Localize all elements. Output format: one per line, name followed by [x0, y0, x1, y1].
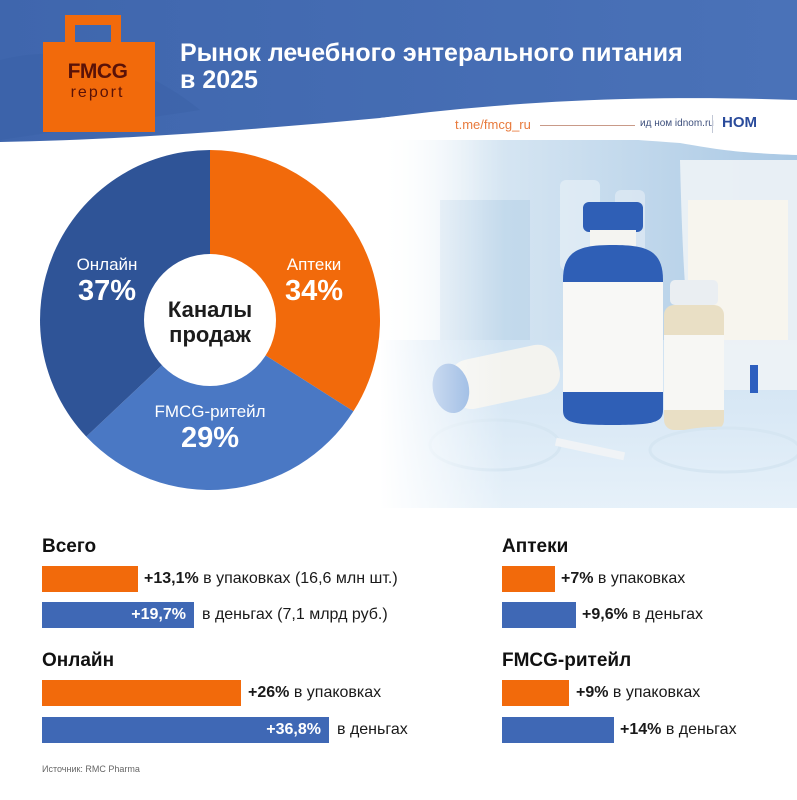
- bar-total-packs: [42, 566, 138, 592]
- telegram-link[interactable]: t.me/fmcg_ru: [455, 117, 531, 132]
- label-retail-money: +14% в деньгах: [620, 721, 737, 738]
- donut-segment-retail: [86, 320, 354, 490]
- sales-channels-donut-chart: Онлайн 37% Аптеки 34% FMCG-ритейл 29% Ка…: [37, 147, 383, 493]
- donut-label-retail: FMCG-ритейл 29%: [154, 402, 266, 454]
- title-line-1: Рынок лечебного энтерального питания: [180, 39, 683, 67]
- label-online-money: в деньгах: [337, 721, 408, 738]
- label-pharmacy-money: +9,6% в деньгах: [582, 606, 703, 623]
- bar-total-money: [42, 602, 194, 628]
- bar-pharmacy-money: [502, 602, 576, 628]
- donut-label-online: Онлайн 37%: [76, 255, 138, 307]
- product-photo: [380, 140, 797, 520]
- logo-fmcg-text: FMCG: [67, 60, 128, 83]
- bar-pharmacy-packs: [502, 566, 555, 592]
- section-title-retail: FMCG-ритейл: [502, 650, 632, 671]
- header-wave: [380, 100, 797, 155]
- value-online-money: +36,8%: [266, 721, 321, 738]
- source-note: Источник: RMC Pharma: [42, 764, 140, 774]
- section-title-pharmacy: Аптеки: [502, 536, 569, 557]
- label-pharmacy-packs: +7% в упаковках: [561, 570, 686, 587]
- section-title-total: Всего: [42, 536, 97, 557]
- value-total-money: +19,7%: [131, 606, 186, 623]
- donut-segment-online: [40, 150, 210, 437]
- label-total-packs: +13,1% в упаковках (16,6 млн шт.): [144, 570, 398, 587]
- label-retail-packs: +9% в упаковках: [576, 684, 701, 701]
- page-title: Рынок лечебного энтерального питания в 2…: [180, 40, 683, 94]
- link-divider-line: [540, 125, 635, 126]
- bar-online-money: [42, 717, 329, 743]
- section-title-online: Онлайн: [42, 650, 115, 671]
- title-line-2: в 2025: [180, 66, 258, 94]
- link-separator: [712, 115, 713, 133]
- logo-report-text: report: [70, 84, 125, 101]
- publisher-link[interactable]: ид ном idnom.ru: [640, 118, 714, 129]
- fmcg-report-logo: FMCG report: [40, 12, 155, 132]
- label-total-money: в деньгах (7,1 млрд руб.): [202, 606, 388, 623]
- publisher-brand-logo: НОМ: [722, 114, 757, 131]
- bar-retail-money: [502, 717, 614, 743]
- donut-label-pharmacy: Аптеки 34%: [284, 255, 344, 307]
- label-online-packs: +26% в упаковках: [248, 684, 382, 701]
- bar-online-packs: [42, 680, 241, 706]
- donut-center-label: Каналы продаж: [167, 297, 253, 347]
- bar-retail-packs: [502, 680, 569, 706]
